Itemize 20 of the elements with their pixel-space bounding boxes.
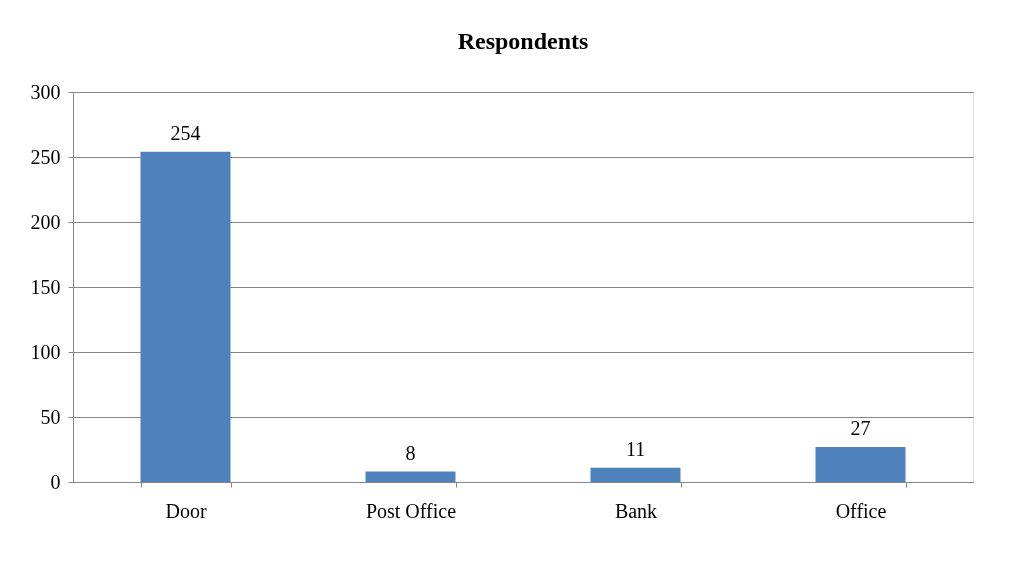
data-label: 8 — [405, 441, 416, 464]
x-tick-label: Office — [835, 499, 887, 522]
bar — [590, 467, 681, 482]
bar — [365, 471, 456, 482]
chart-title: Respondents — [457, 28, 589, 54]
y-tick-label: 250 — [30, 145, 61, 168]
data-label: 27 — [850, 416, 871, 439]
y-tick-label: 0 — [50, 470, 61, 493]
bar — [815, 446, 906, 482]
x-tick-label: Door — [165, 499, 207, 522]
y-tick-label: 50 — [40, 405, 61, 428]
y-tick-label: 200 — [30, 210, 61, 233]
y-tick-label: 300 — [30, 80, 61, 103]
data-label: 11 — [625, 437, 646, 460]
data-label: 254 — [170, 121, 201, 144]
y-tick-label: 100 — [30, 340, 61, 363]
bar — [140, 151, 231, 482]
x-tick-label: Bank — [614, 499, 658, 522]
x-tick-label: Post Office — [365, 499, 457, 522]
y-tick-label: 150 — [30, 275, 61, 298]
